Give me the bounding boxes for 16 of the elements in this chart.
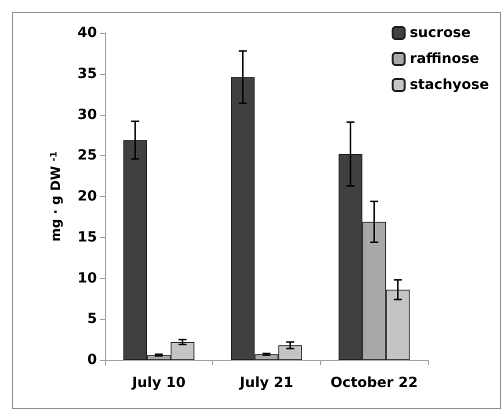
x-tick-label: July 10 <box>131 375 186 391</box>
y-tick-label: 10 <box>78 270 98 286</box>
x-tick-label: July 21 <box>238 375 294 391</box>
y-tick-label: 30 <box>78 106 98 123</box>
y-tick-label: 5 <box>87 311 97 328</box>
y-tick-label: 0 <box>87 352 98 368</box>
x-tick-label: October 22 <box>330 375 418 391</box>
y-tick-label: 15 <box>78 229 97 246</box>
y-tick-label: 20 <box>78 188 98 204</box>
legend-label: sucrose <box>410 25 471 41</box>
legend-label: stachyose <box>410 77 489 93</box>
legend-label: raffinose <box>410 51 480 67</box>
y-tick-label: 25 <box>78 148 97 164</box>
y-axis-title: mg · g DW -1 <box>49 151 64 242</box>
y-tick-label: 40 <box>78 25 98 41</box>
y-tick-label: 35 <box>78 66 97 82</box>
